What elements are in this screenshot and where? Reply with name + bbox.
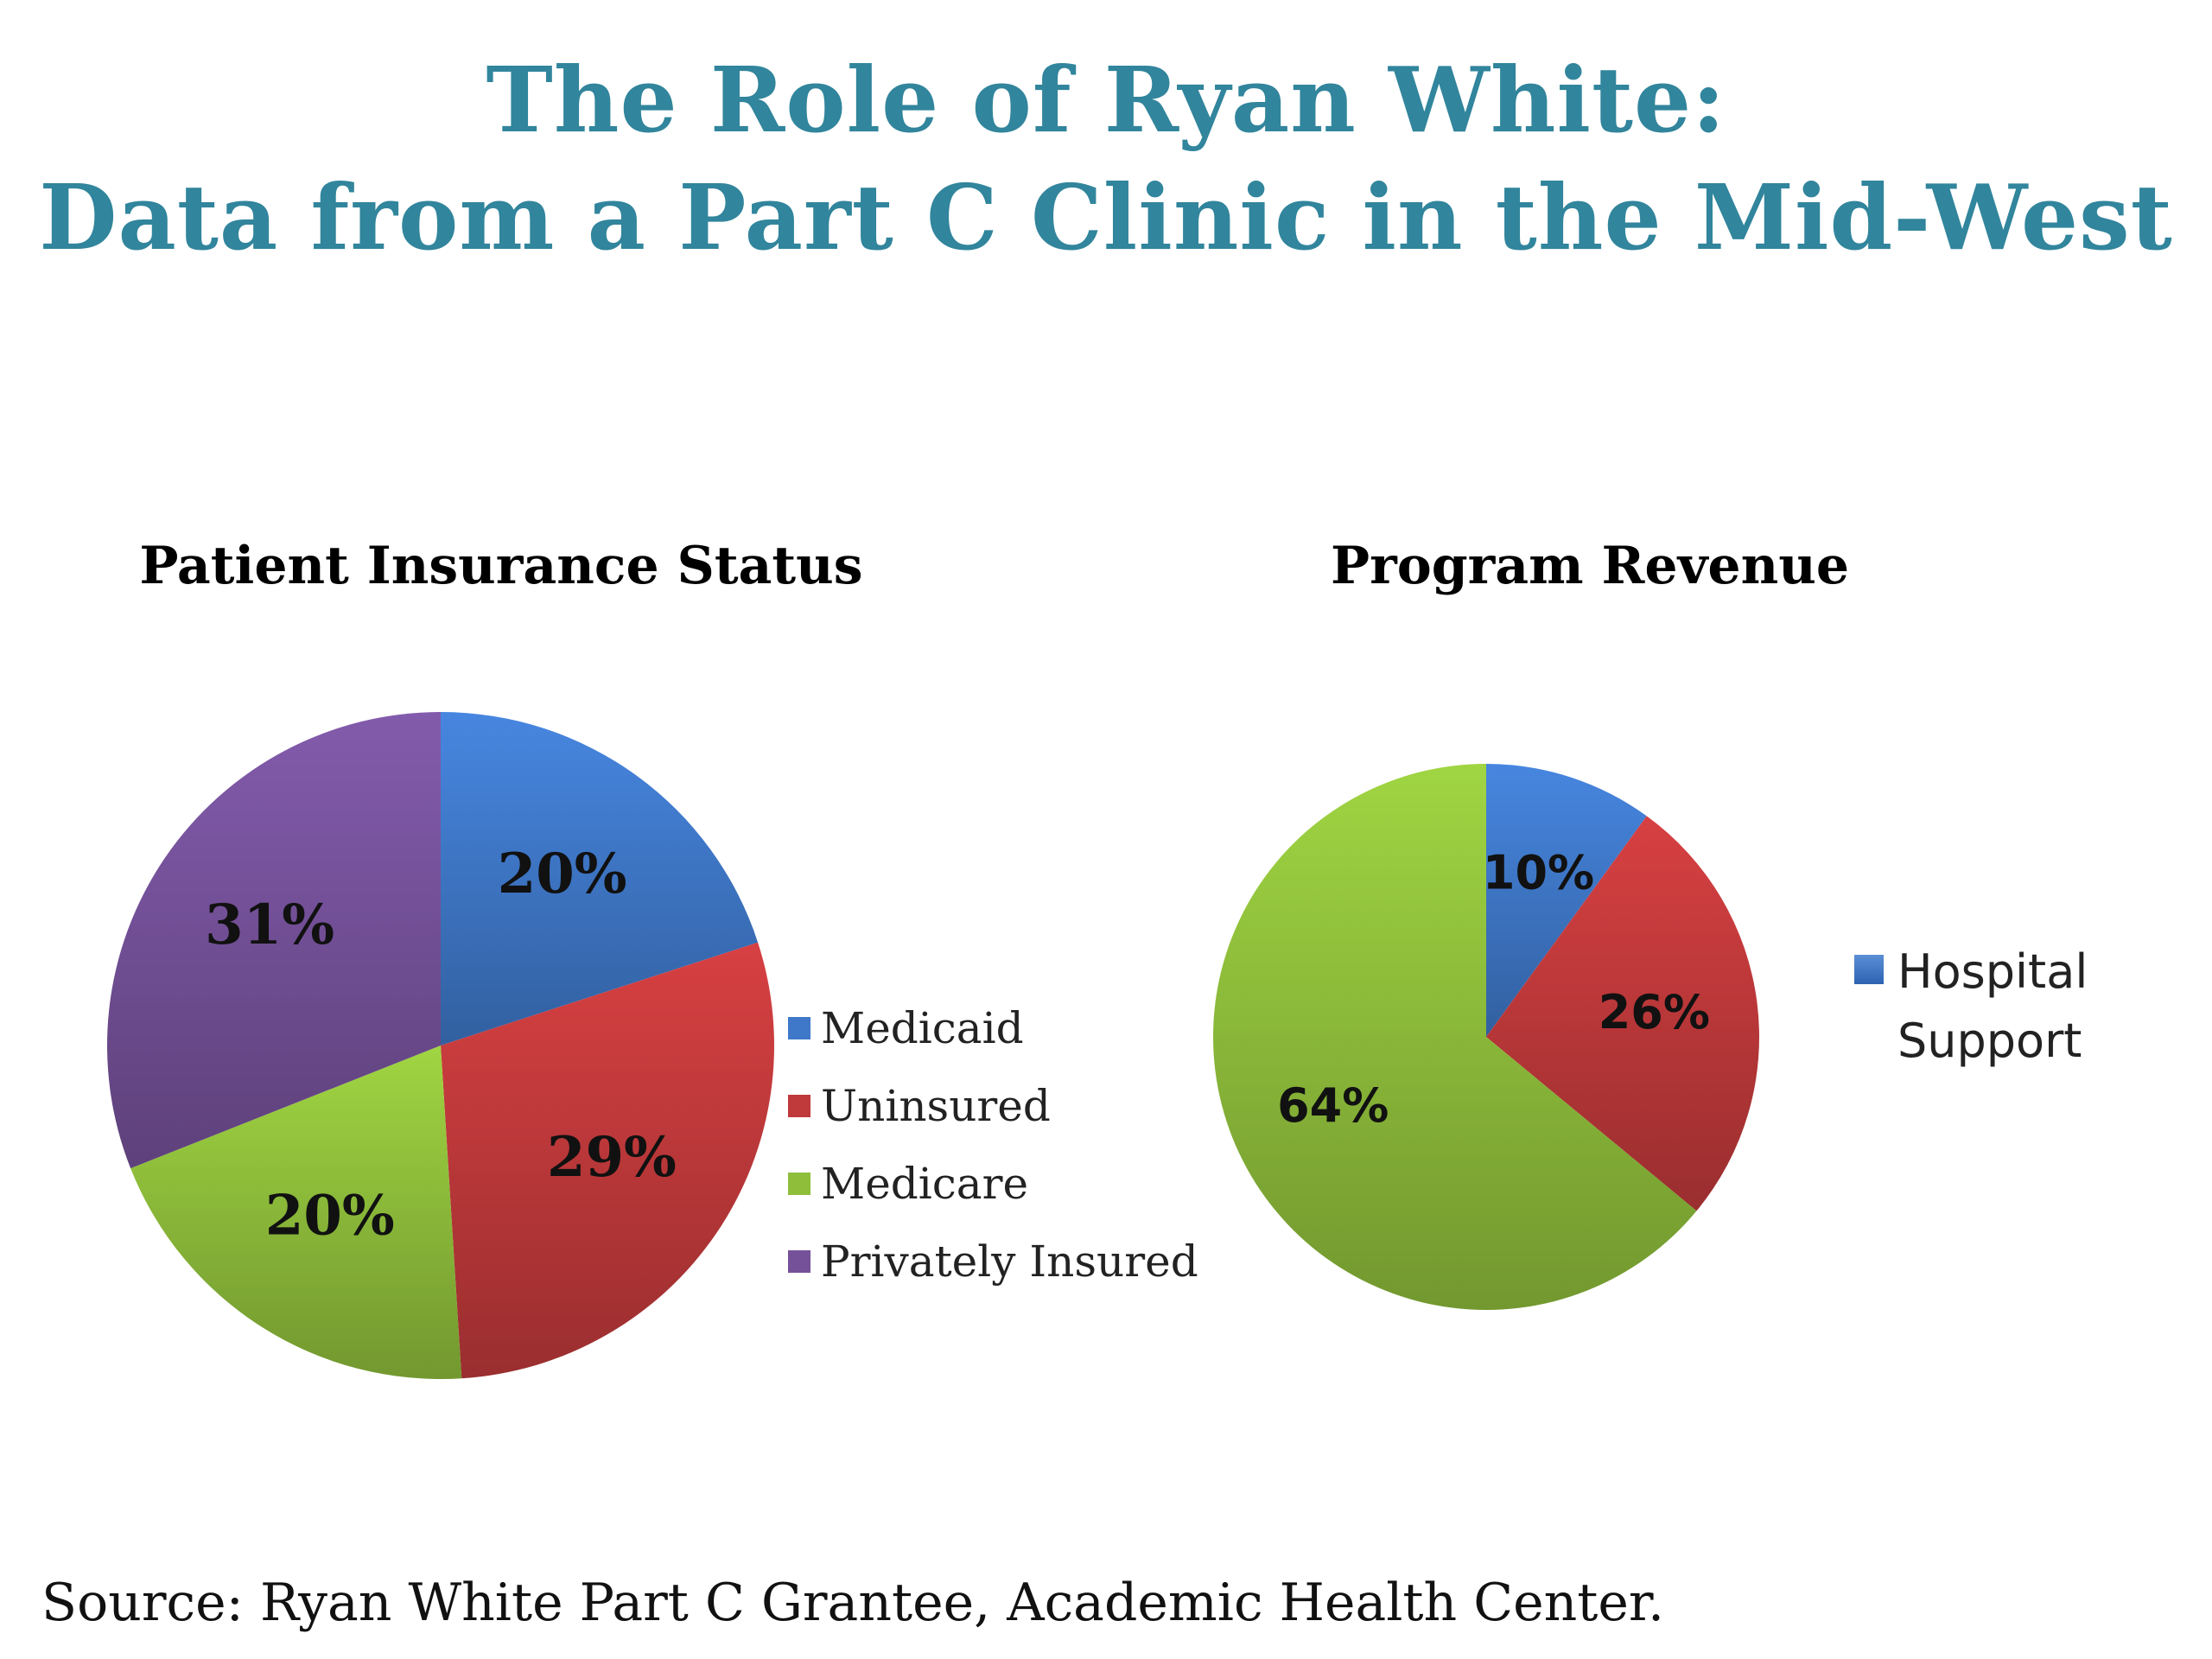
insurance-legend: Medicaid Uninsured Medicare Privately Insur… <box>788 989 1198 1300</box>
pie-data-label: 29% <box>547 1125 677 1190</box>
pie-slice-medicare <box>130 1046 462 1379</box>
insurance-chart-title: Patient Insurance Status <box>139 536 863 596</box>
pie-data-label: 26% <box>1599 985 1710 1039</box>
pie-data-label: 64% <box>1277 1078 1389 1133</box>
pie-slice-slice-2 <box>1213 764 1697 1310</box>
pie-slice-uninsured <box>441 942 774 1379</box>
page-title-line-1: The Role of Ryan White: <box>486 47 1726 153</box>
pie-slice-hospital-support <box>1486 764 1647 1037</box>
legend-label: Hospital Support <box>1897 944 2088 1068</box>
legend-swatch <box>1854 955 1884 984</box>
legend-label: Uninsured <box>821 1081 1051 1131</box>
pie-data-label: 10% <box>1483 845 1594 899</box>
legend-label: Privately Insured <box>821 1236 1198 1287</box>
legend-swatch <box>788 1095 810 1117</box>
legend-item-medicaid: Medicaid <box>788 989 1198 1067</box>
legend-label: Medicare <box>821 1159 1029 1209</box>
legend-swatch <box>788 1250 810 1273</box>
revenue-legend: Hospital Support <box>1854 938 2105 1076</box>
pie-data-label: 31% <box>205 893 334 957</box>
legend-item-hospital-support: Hospital Support <box>1854 938 2105 1076</box>
legend-item-privately-insured: Privately Insured <box>788 1223 1198 1300</box>
legend-item-uninsured: Uninsured <box>788 1067 1198 1145</box>
page-title-line-2: Data from a Part C Clinic in the Mid-Wes… <box>39 164 2173 270</box>
source-note: Source: Ryan White Part C Grantee, Acade… <box>41 1573 1665 1633</box>
pie-data-label: 20% <box>498 842 627 906</box>
revenue-pie-chart: 10% 26% 64% <box>1213 764 1759 1310</box>
pie-data-label: 20% <box>265 1184 395 1249</box>
legend-label: Medicaid <box>821 1003 1024 1053</box>
legend-item-medicare: Medicare <box>788 1145 1198 1223</box>
legend-swatch <box>788 1173 810 1195</box>
pie-slice-medicaid <box>441 712 759 1046</box>
pie-slice-slice-1 <box>1486 816 1759 1211</box>
insurance-pie-chart: 20% 29% 20% 31% <box>106 712 774 1379</box>
pie-slice-privately-insured <box>106 712 441 1169</box>
legend-swatch <box>788 1017 810 1039</box>
revenue-chart-title: Program Revenue <box>1330 536 1850 596</box>
